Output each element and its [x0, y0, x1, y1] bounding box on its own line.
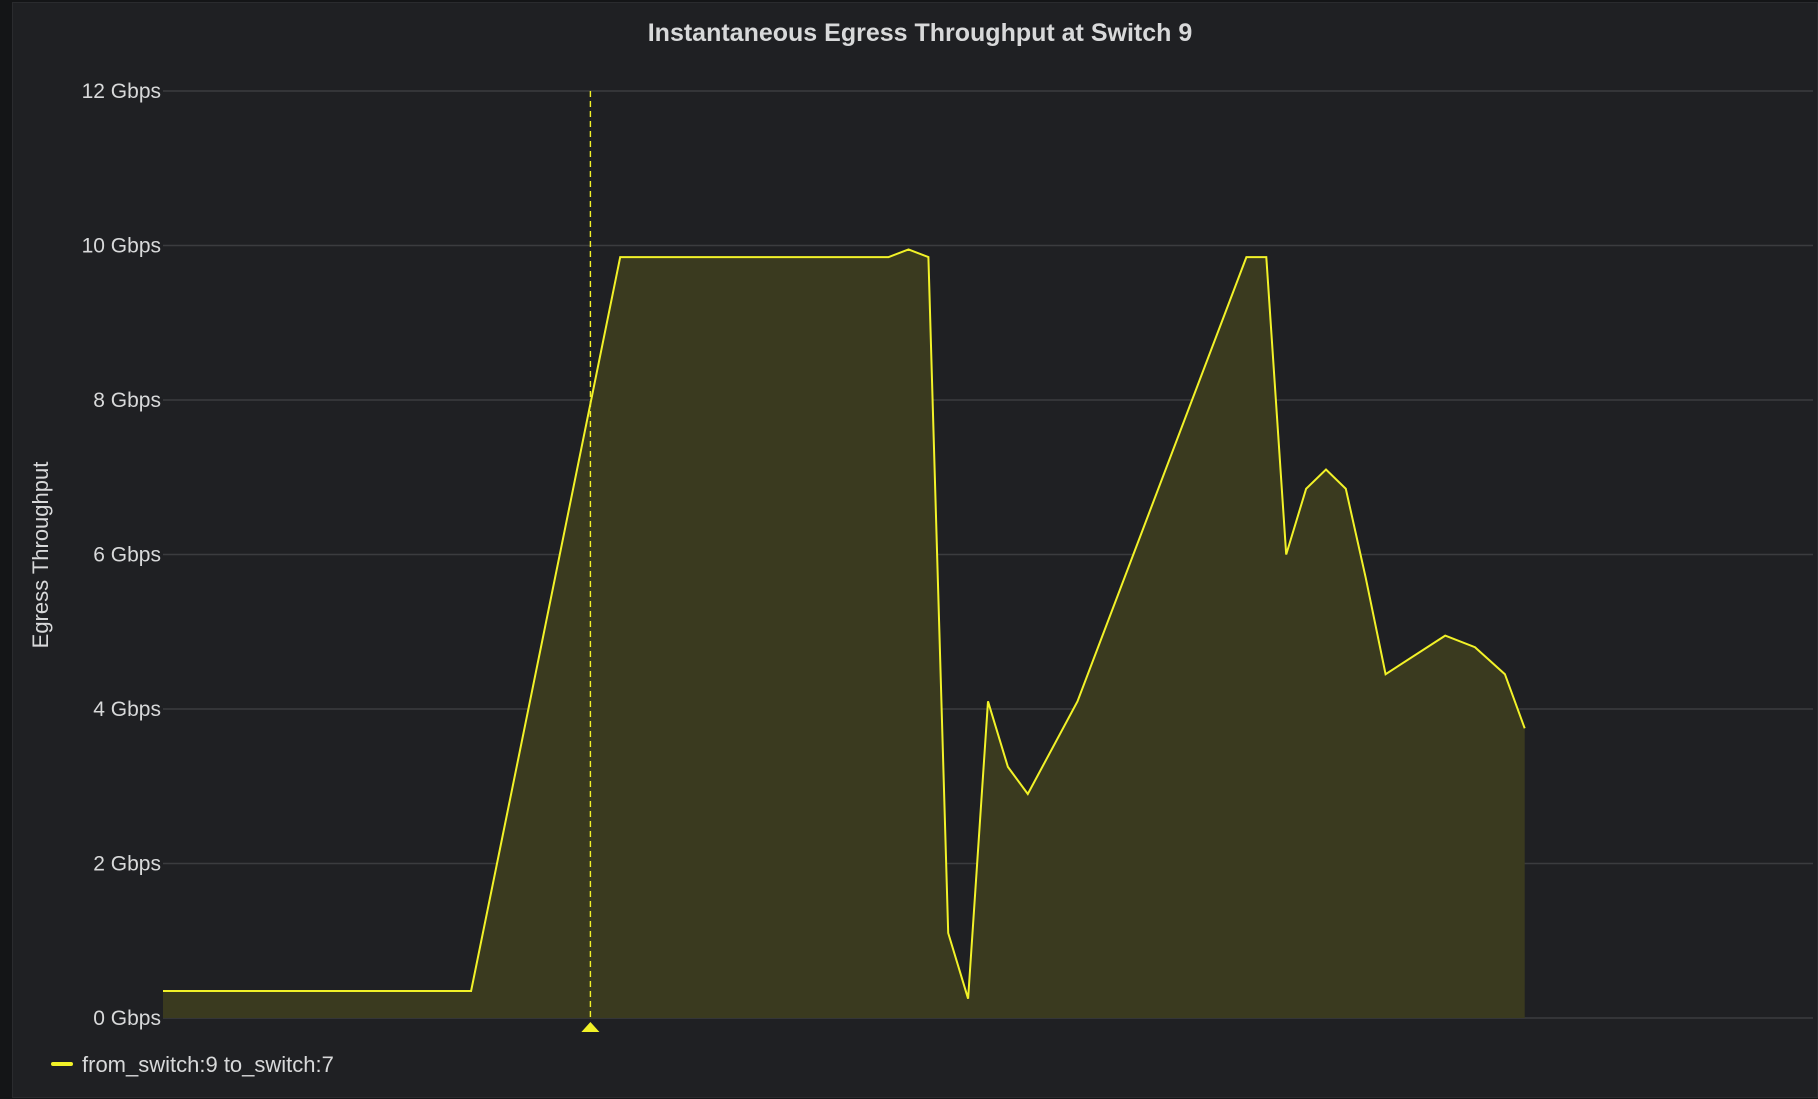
y-tick-label: 12 Gbps — [82, 80, 161, 103]
series-group[interactable] — [163, 248, 1526, 1018]
chart-title: Instantaneous Egress Throughput at Switc… — [648, 19, 1193, 47]
annotation-marker[interactable] — [581, 91, 600, 1032]
y-tick-label: 8 Gbps — [93, 389, 161, 412]
legend[interactable]: from_switch:9 to_switch:7 — [51, 1052, 334, 1077]
y-tick-label: 0 Gbps — [93, 1007, 161, 1030]
y-axis-label: Egress Throughput — [28, 462, 53, 649]
series-line[interactable] — [163, 248, 1526, 999]
y-tick-label: 2 Gbps — [93, 853, 161, 876]
legend-swatch — [51, 1062, 73, 1066]
legend-series-label[interactable]: from_switch:9 to_switch:7 — [82, 1052, 334, 1077]
annotation-triangle-icon[interactable] — [581, 1022, 600, 1032]
y-tick-labels: 0 Gbps 2 Gbps 4 Gbps 6 Gbps 8 Gbps 10 Gbps 12 … — [82, 80, 161, 1030]
y-tick-label: 4 Gbps — [93, 698, 161, 721]
series-area-fill — [163, 249, 1525, 1018]
chart-svg: Instantaneous Egress Throughput at Switc… — [28, 19, 1813, 1077]
y-tick-label: 6 Gbps — [93, 544, 161, 567]
chart-panel: Instantaneous Egress Throughput at Switc… — [12, 2, 1818, 1098]
y-tick-label: 10 Gbps — [82, 235, 161, 258]
